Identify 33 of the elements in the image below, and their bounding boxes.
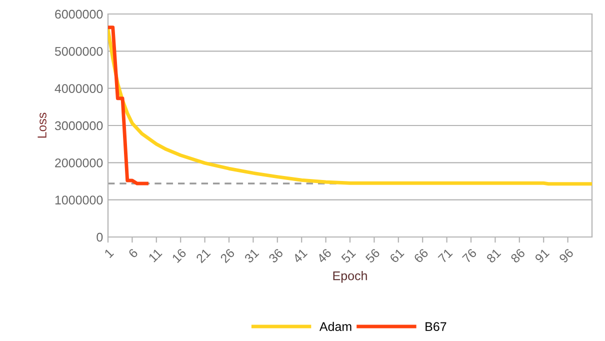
y-tick-label: 4000000 [54,84,103,93]
y-tick-label: 1000000 [55,196,103,204]
y-tick-label: 0 [96,232,103,242]
x-tick-label: 11 [148,248,162,262]
x-axis-title: Epoch [333,271,367,283]
x-tick-label: 36 [268,248,284,264]
x-tick-label: 26 [220,248,236,264]
x-tick-label: 51 [340,248,356,264]
x-tick-label: 76 [462,248,478,264]
x-tick-label: 41 [292,248,308,264]
y-tick-label: 2000000 [55,158,103,168]
x-tick-label: 1 [104,248,114,258]
x-tick-label: 61 [389,248,404,264]
legend-label: Adam [319,322,352,332]
y-tick-label: 3000000 [54,121,103,130]
x-tick-label: 91 [534,248,550,264]
x-tick-label: 81 [486,248,502,264]
y-tick-label: 6000000 [55,10,103,19]
x-tick-label: 96 [558,248,574,264]
y-axis-title: Loss [38,112,46,138]
x-tick-label: 66 [413,248,429,264]
x-tick-label: 56 [364,248,380,264]
y-tick-label: 5000000 [54,46,103,56]
x-tick-label: 31 [244,248,260,264]
line-series [108,28,592,186]
x-tick-label: 16 [172,248,187,264]
x-tick-label: 46 [316,248,332,264]
x-tick-label: 21 [196,248,211,264]
x-tick-label: 86 [510,248,526,264]
x-tick-label: 6 [128,248,138,258]
line-series [108,26,148,186]
legend-label: B67 [426,322,446,332]
x-tick-label: 71 [438,248,453,264]
